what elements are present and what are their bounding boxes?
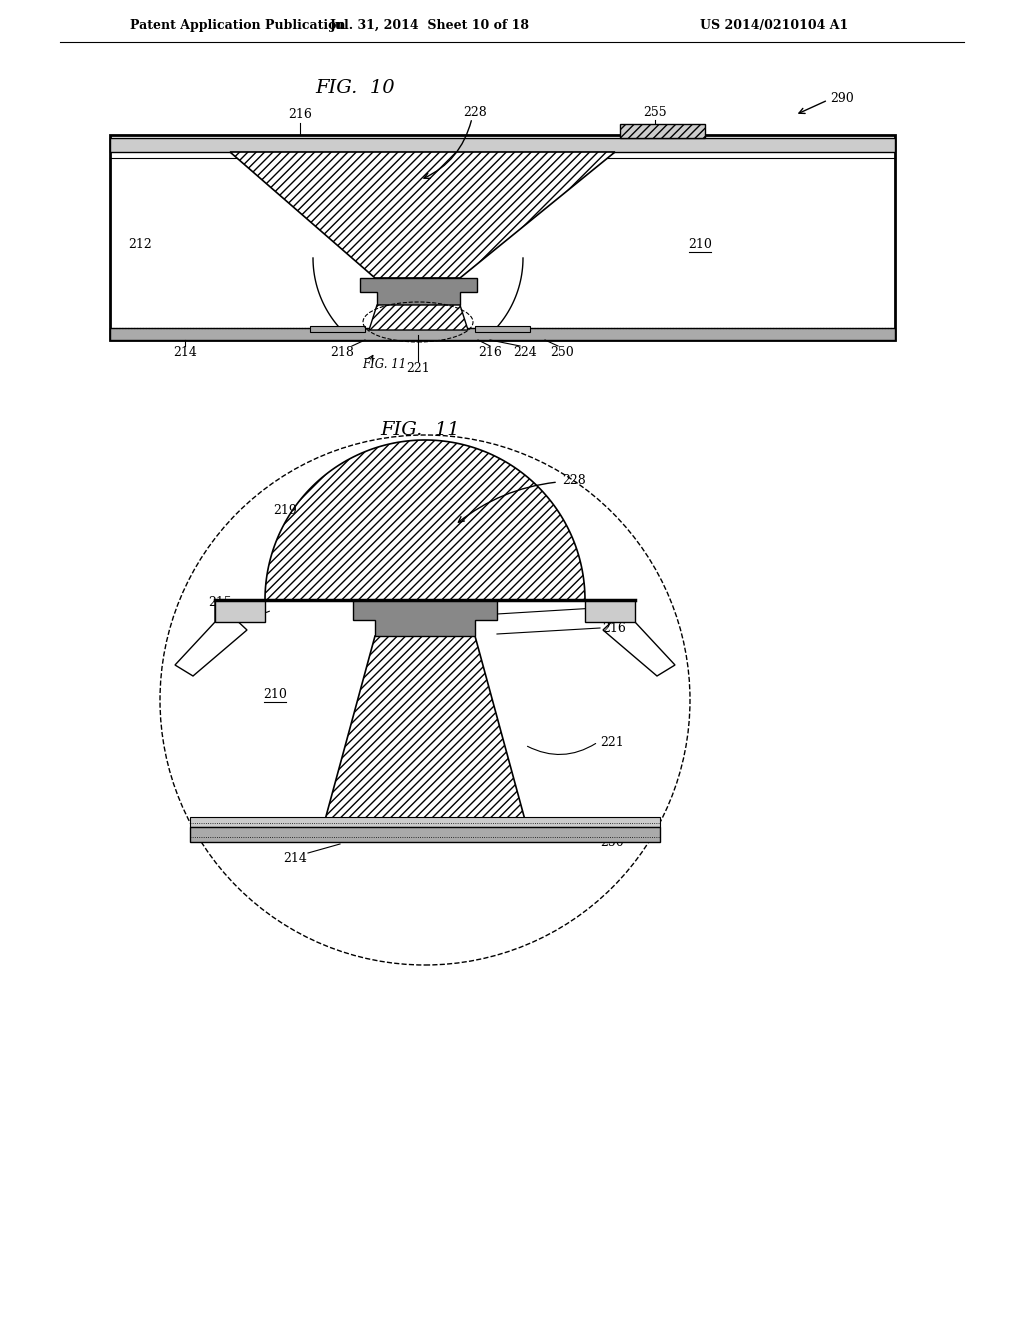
Text: 255: 255	[643, 106, 667, 119]
Text: 218: 218	[330, 346, 354, 359]
Polygon shape	[369, 305, 468, 330]
Bar	[620, 124, 705, 139]
Text: US 2014/0210104 A1: US 2014/0210104 A1	[700, 18, 848, 32]
Text: 290: 290	[830, 91, 854, 104]
Text: 214: 214	[283, 851, 307, 865]
Text: 228: 228	[562, 474, 586, 487]
Polygon shape	[230, 152, 615, 279]
Text: 250: 250	[600, 836, 624, 849]
Polygon shape	[585, 601, 635, 622]
Text: FIG.  11: FIG. 11	[380, 421, 460, 440]
Polygon shape	[353, 601, 497, 636]
Text: 216: 216	[602, 622, 626, 635]
Bar	[190, 817, 660, 828]
Text: 215: 215	[208, 595, 232, 609]
Text: 214: 214	[173, 346, 197, 359]
Text: FIG. 11: FIG. 11	[362, 359, 407, 371]
Bar	[475, 326, 530, 333]
Bar	[110, 135, 895, 341]
Polygon shape	[603, 601, 675, 676]
Text: 210: 210	[688, 239, 712, 252]
Text: 216: 216	[478, 346, 502, 359]
Polygon shape	[175, 601, 247, 676]
Text: FIG.  10: FIG. 10	[315, 79, 395, 96]
Text: 216: 216	[288, 108, 312, 121]
Text: Patent Application Publication: Patent Application Publication	[130, 18, 345, 32]
Bar	[110, 327, 895, 341]
Bar	[310, 326, 365, 333]
Text: 250: 250	[550, 346, 573, 359]
Text: Jul. 31, 2014  Sheet 10 of 18: Jul. 31, 2014 Sheet 10 of 18	[330, 18, 530, 32]
Text: 210: 210	[263, 689, 287, 701]
Polygon shape	[265, 440, 585, 601]
Polygon shape	[325, 636, 525, 820]
Text: 219: 219	[273, 503, 297, 516]
Polygon shape	[215, 601, 265, 622]
Text: 228: 228	[463, 106, 486, 119]
Bar	[110, 139, 895, 152]
Text: 221: 221	[407, 362, 430, 375]
Text: 221: 221	[600, 735, 624, 748]
Bar	[190, 828, 660, 842]
Text: 212: 212	[128, 239, 152, 252]
Text: 224: 224	[598, 602, 622, 615]
Text: 224: 224	[513, 346, 537, 359]
Polygon shape	[360, 279, 477, 305]
